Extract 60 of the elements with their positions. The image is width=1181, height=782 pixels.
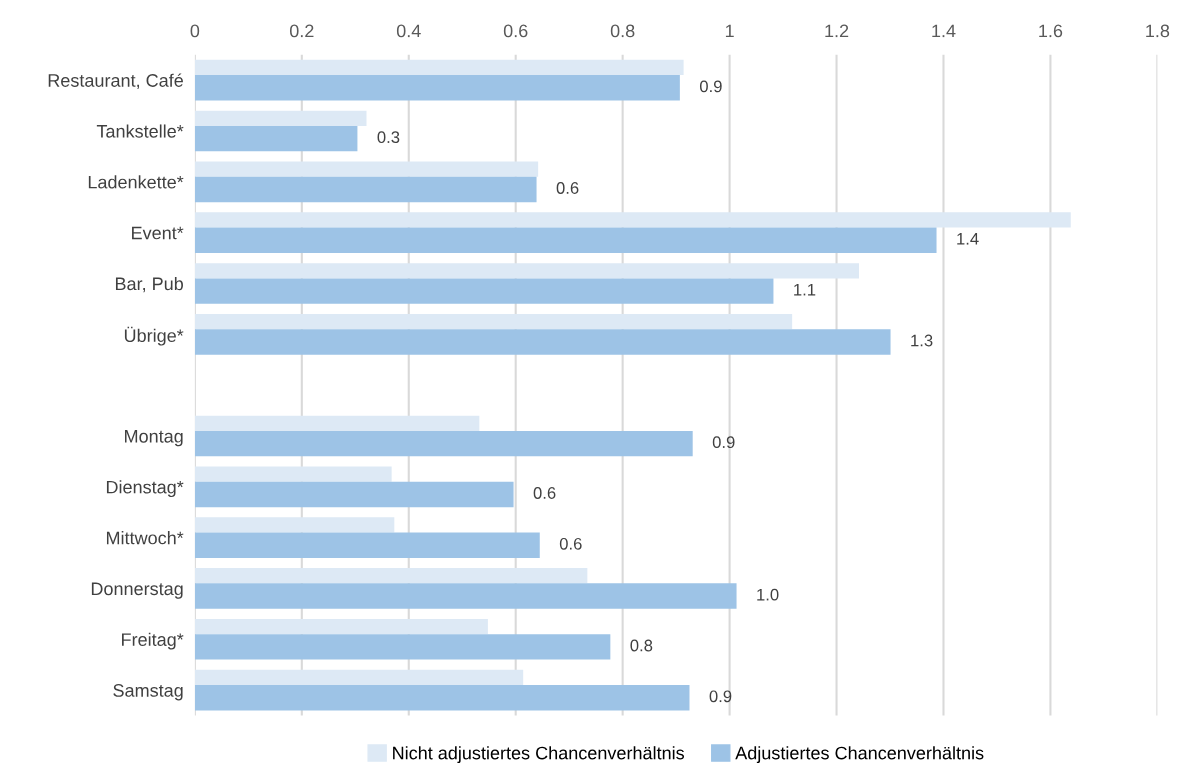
bar: [194, 161, 539, 177]
bar: [194, 110, 367, 126]
data-label: 1.1: [794, 283, 816, 296]
data-label: 0.3: [377, 131, 400, 144]
bar: [194, 278, 774, 304]
bar: [194, 329, 891, 355]
data-label: 0.8: [630, 639, 653, 652]
y-tick-label: Bar, Pub: [115, 276, 183, 293]
x-tick-label: 0: [190, 24, 200, 38]
bar: [194, 212, 1071, 228]
bar: [194, 263, 859, 279]
x-tick-label: 1.6: [1039, 24, 1063, 38]
y-tick-label: Übrige*: [124, 326, 184, 346]
bar: [194, 227, 937, 253]
x-tick-label: 1.2: [825, 24, 849, 38]
data-label: 0.9: [712, 436, 735, 449]
bar: [194, 618, 488, 635]
x-tick-label: 0.2: [289, 24, 314, 38]
bar: [194, 430, 693, 457]
bar: [194, 583, 737, 609]
y-tick-label: Donnerstag: [91, 582, 183, 599]
x-tick-label: 0.4: [396, 24, 421, 38]
y-tick-label: Freitag*: [122, 632, 184, 650]
bar: [194, 685, 690, 711]
bar: [194, 481, 514, 508]
legend-label: Nicht adjustiertes Chancenverhältnis: [393, 746, 685, 764]
y-tick-label: Samstag: [113, 684, 183, 701]
x-tick-label: 1.8: [1146, 24, 1170, 38]
bar: [194, 466, 392, 482]
bar: [194, 75, 680, 101]
data-label: 1.3: [911, 334, 933, 347]
y-tick-label: Restaurant, Café: [48, 73, 183, 90]
x-tick-label: 1.4: [932, 24, 956, 38]
y-tick-label: Event*: [132, 226, 184, 240]
data-label: 0.9: [709, 690, 732, 703]
bar: [194, 176, 537, 203]
y-tick-label: Tankstelle*: [96, 124, 184, 138]
bar: [194, 125, 358, 152]
bar: [194, 568, 588, 584]
bar: [194, 669, 524, 686]
x-tick-label: 0.8: [610, 24, 635, 38]
bar: [194, 313, 793, 330]
bar: [194, 532, 540, 558]
legend-label: Adjustiertes Chancenverhältnis: [735, 746, 984, 764]
y-tick-label: Mittwoch*: [106, 531, 184, 545]
data-label: 1.4: [957, 233, 979, 245]
y-tick-label: Montag: [125, 430, 183, 447]
bar: [194, 59, 684, 76]
bar: [194, 634, 611, 660]
bar: [194, 415, 480, 431]
data-label: 0.6: [559, 537, 582, 550]
data-label: 0.9: [699, 80, 722, 93]
data-label: 0.6: [556, 182, 579, 194]
x-tick-label: 0.6: [503, 24, 528, 38]
y-tick-label: Dienstag*: [106, 480, 184, 498]
data-label: 1.0: [757, 588, 779, 601]
y-tick-label: Ladenkette*: [88, 175, 184, 189]
x-tick-label: 1: [725, 24, 734, 38]
bar: [194, 517, 395, 533]
data-label: 0.6: [533, 487, 556, 499]
